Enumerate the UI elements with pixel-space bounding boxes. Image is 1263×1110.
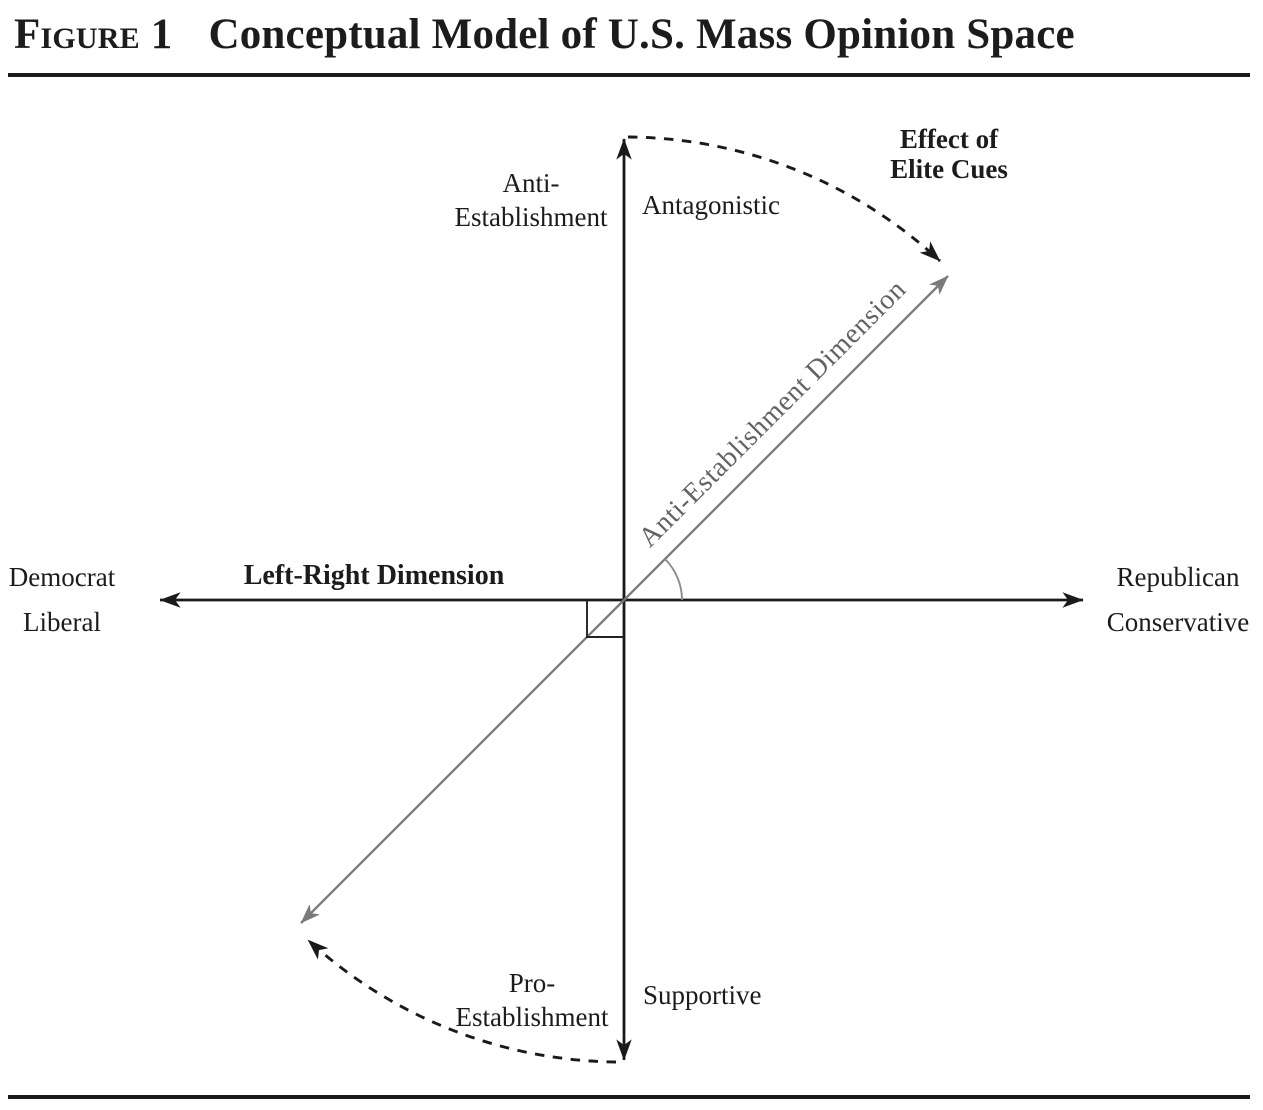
label-democrat-liberal: Democrat Liberal — [9, 555, 115, 645]
label-supportive: Supportive — [643, 980, 762, 1010]
liberal-label: Liberal — [23, 607, 101, 637]
democrat-label: Democrat — [8, 562, 116, 592]
conservative-label: Conservative — [1106, 607, 1250, 637]
label-left-right-dimension: Left-Right Dimension — [243, 560, 505, 591]
figure-title-text: Conceptual Model of U.S. Mass Opinion Sp… — [208, 11, 1075, 58]
elite-cues-arc-bottom — [307, 938, 617, 1064]
bottom-divider-rule — [8, 1095, 1250, 1099]
angle-arc — [664, 558, 683, 601]
label-anti-establishment: Anti- Establishment — [455, 166, 608, 234]
pro-establishment-line1: Pro- — [508, 968, 556, 998]
figure-number-label: Figure 1 — [14, 11, 173, 58]
pro-establishment-line2: Establishment — [455, 1002, 609, 1032]
diagonal-axis-up-arrow — [623, 275, 949, 601]
label-republican-conservative: Republican Conservative — [1107, 555, 1249, 645]
label-antagonistic: Antagonistic — [642, 190, 780, 220]
diagonal-axis-down-arrow — [300, 599, 625, 924]
title-divider-rule — [8, 73, 1250, 77]
diagonal-axis — [300, 275, 949, 924]
right-angle-marker — [586, 600, 624, 638]
elite-cues-line2: Elite Cues — [890, 154, 1008, 184]
label-effect-of-elite-cues: Effect of Elite Cues — [890, 124, 1008, 184]
figure-title: Figure 1 Conceptual Model of U.S. Mass Op… — [14, 10, 1075, 59]
label-pro-establishment: Pro- Establishment — [456, 966, 609, 1034]
anti-establishment-line1: Anti- — [502, 168, 560, 198]
elite-cues-line1: Effect of — [899, 124, 999, 154]
anti-establishment-line2: Establishment — [454, 202, 608, 232]
republican-label: Republican — [1116, 562, 1240, 592]
